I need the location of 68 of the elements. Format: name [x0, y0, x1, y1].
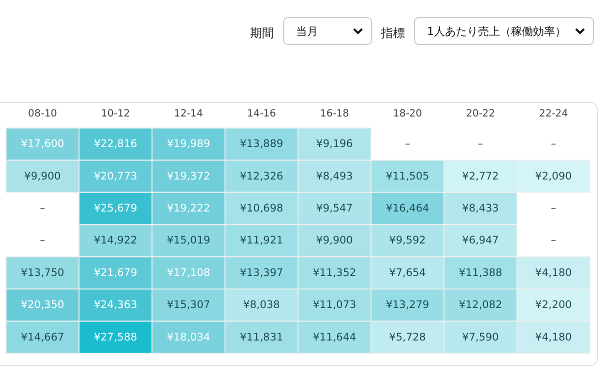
- data-label: ¥27,588: [94, 331, 138, 344]
- data-label: ¥5,728: [389, 331, 426, 344]
- data-label: ¥4,180: [535, 266, 572, 279]
- text: 指標: [381, 25, 405, 42]
- data-label: ¥2,200: [535, 299, 572, 312]
- text: –: [40, 202, 46, 214]
- text: 期間: [250, 25, 274, 42]
- x-tick-label: 08-10: [28, 108, 58, 120]
- x-tick-label: 12-14: [174, 108, 204, 120]
- data-label: ¥11,352: [312, 266, 356, 279]
- data-label: ¥9,547: [316, 202, 353, 214]
- data-label: ¥6,947: [462, 234, 499, 247]
- data-label: ¥13,397: [240, 266, 284, 279]
- data-label: ¥13,750: [20, 266, 64, 279]
- x-tick-label: 20-22: [466, 108, 495, 120]
- text: –: [478, 138, 484, 150]
- data-label: ¥21,679: [94, 266, 138, 279]
- data-label: ¥9,196: [316, 138, 354, 150]
- data-label: ¥15,019: [166, 234, 210, 247]
- data-label: ¥9,900: [24, 170, 61, 182]
- data-label: ¥19,989: [166, 138, 210, 150]
- x-tick-label: 18-20: [392, 108, 422, 120]
- data-label: ¥4,180: [535, 331, 572, 344]
- data-label: ¥18,034: [166, 331, 211, 344]
- x-tick-label: 22-24: [538, 108, 568, 120]
- text: –: [550, 138, 556, 150]
- data-label: ¥8,038: [243, 299, 280, 312]
- data-label: ¥24,363: [94, 299, 138, 312]
- data-label: ¥9,592: [389, 234, 426, 247]
- data-label: ¥14,922: [94, 234, 138, 247]
- data-label: ¥14,667: [20, 331, 64, 344]
- x-tick-label: 14-16: [246, 108, 276, 120]
- data-label: ¥15,307: [166, 299, 210, 312]
- data-label: ¥10,698: [240, 202, 284, 214]
- text: –: [550, 202, 556, 214]
- data-label: ¥17,108: [166, 266, 210, 279]
- dropdown-field: 当月: [283, 17, 372, 45]
- data-label: ¥11,388: [458, 266, 502, 279]
- dropdown-field: 1人あたり売上（稼働効率）: [414, 17, 594, 45]
- data-label: ¥11,831: [240, 331, 284, 344]
- data-label: ¥7,654: [389, 266, 426, 279]
- x-tick-label: 10-12: [101, 108, 130, 120]
- data-label: ¥13,279: [386, 299, 430, 312]
- data-label: ¥13,889: [240, 138, 284, 150]
- data-label: ¥25,679: [94, 202, 138, 214]
- data-label: ¥8,433: [462, 202, 499, 214]
- data-label: ¥2,772: [462, 170, 499, 182]
- data-label: ¥19,222: [166, 202, 210, 214]
- x-tick-label: 16-18: [320, 108, 350, 120]
- text: –: [550, 234, 556, 247]
- data-label: ¥11,921: [240, 234, 284, 247]
- data-label: ¥11,644: [312, 331, 357, 344]
- data-label: ¥19,372: [166, 170, 210, 182]
- data-label: ¥7,590: [462, 331, 499, 344]
- data-label: ¥2,090: [535, 170, 572, 182]
- text: –: [404, 138, 410, 150]
- data-label: ¥16,464: [386, 202, 430, 214]
- text: –: [40, 234, 46, 247]
- data-label: ¥11,505: [386, 170, 430, 182]
- data-label: ¥20,350: [20, 299, 64, 312]
- data-label: ¥17,600: [20, 138, 64, 150]
- data-label: ¥22,816: [94, 138, 138, 150]
- data-label: ¥12,326: [240, 170, 284, 182]
- data-label: ¥9,900: [316, 234, 353, 247]
- data-label: ¥20,773: [94, 170, 138, 182]
- data-label: ¥12,082: [458, 299, 502, 312]
- data-label: ¥11,073: [312, 299, 356, 312]
- data-label: ¥8,493: [316, 170, 353, 182]
